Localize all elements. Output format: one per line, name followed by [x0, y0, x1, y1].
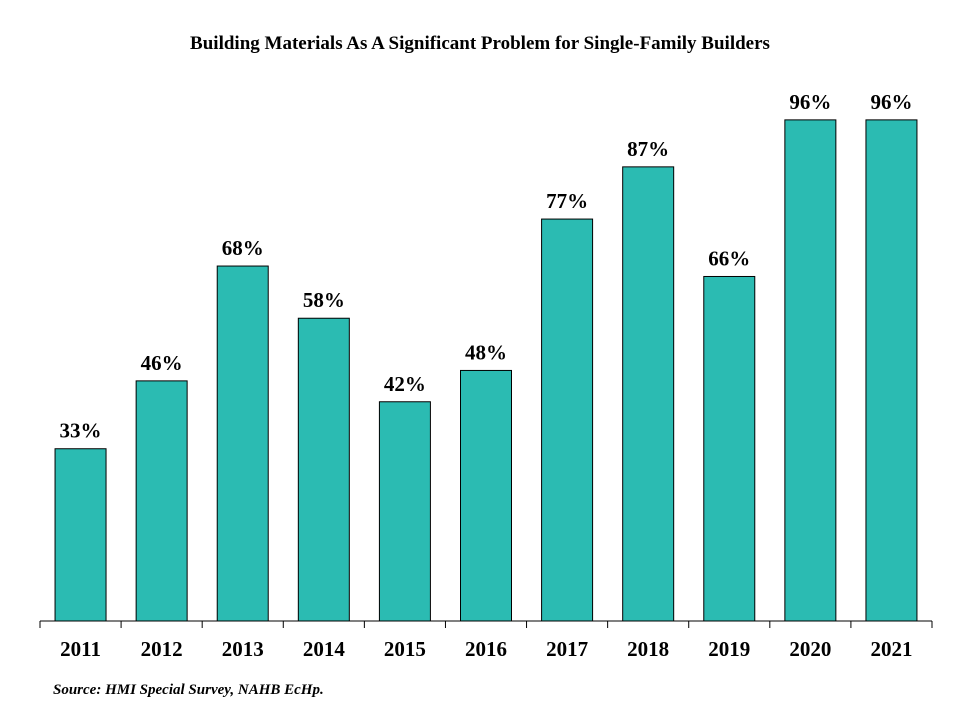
x-tick-label-2013: 2013 — [222, 637, 264, 661]
data-label-2011: 33% — [60, 419, 102, 443]
data-label-2019: 66% — [708, 246, 750, 270]
bar-2019 — [703, 275, 756, 622]
bar-2016 — [460, 369, 512, 622]
bar-2020 — [784, 119, 837, 622]
x-tick-label-2012: 2012 — [141, 637, 183, 661]
bar-2012 — [135, 380, 188, 622]
source-note: Source: HMI Special Survey, NAHB EcHp. — [53, 682, 324, 698]
data-label-2012: 46% — [141, 351, 183, 375]
x-tick-label-2018: 2018 — [627, 637, 669, 661]
data-label-2021: 96% — [870, 90, 912, 114]
bar-2013 — [216, 265, 269, 622]
data-label-2016: 48% — [465, 340, 507, 364]
chart-title: Building Materials As A Significant Prob… — [190, 33, 770, 54]
data-label-2018: 87% — [627, 137, 669, 161]
x-tick-label-2021: 2021 — [870, 637, 912, 661]
bar-2018 — [622, 166, 675, 622]
x-tick-label-2017: 2017 — [546, 637, 588, 661]
data-label-2013: 68% — [222, 236, 264, 260]
x-tick-label-2015: 2015 — [384, 637, 426, 661]
bar-2011 — [54, 448, 107, 622]
x-tick-label-2016: 2016 — [465, 637, 507, 661]
bar-2014 — [297, 317, 350, 622]
bar-2021 — [865, 119, 918, 622]
data-label-2015: 42% — [384, 372, 426, 396]
data-label-2014: 58% — [303, 288, 345, 312]
data-label-2017: 77% — [546, 189, 588, 213]
x-tick-label-2019: 2019 — [708, 637, 750, 661]
bar-2017 — [541, 218, 594, 622]
x-tick-label-2011: 2011 — [60, 637, 101, 661]
x-tick-label-2020: 2020 — [789, 637, 831, 661]
data-label-2020: 96% — [789, 90, 831, 114]
x-tick-label-2014: 2014 — [303, 637, 346, 661]
bar-2015 — [378, 401, 431, 622]
